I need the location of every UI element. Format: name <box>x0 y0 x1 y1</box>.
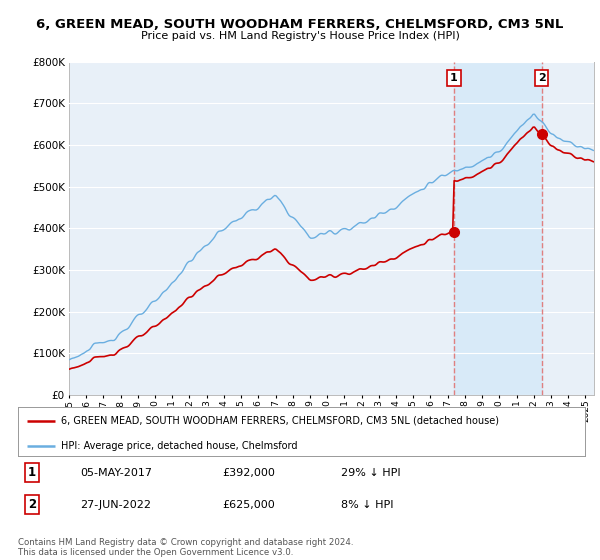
Text: £625,000: £625,000 <box>222 500 275 510</box>
Bar <box>454 62 542 395</box>
Text: 1: 1 <box>450 73 458 83</box>
Text: 8% ↓ HPI: 8% ↓ HPI <box>341 500 394 510</box>
Text: Price paid vs. HM Land Registry's House Price Index (HPI): Price paid vs. HM Land Registry's House … <box>140 31 460 41</box>
Text: 1: 1 <box>28 466 36 479</box>
Text: 6, GREEN MEAD, SOUTH WOODHAM FERRERS, CHELMSFORD, CM3 5NL: 6, GREEN MEAD, SOUTH WOODHAM FERRERS, CH… <box>37 18 563 31</box>
Text: 2: 2 <box>538 73 545 83</box>
Text: 6, GREEN MEAD, SOUTH WOODHAM FERRERS, CHELMSFORD, CM3 5NL (detached house): 6, GREEN MEAD, SOUTH WOODHAM FERRERS, CH… <box>61 416 499 426</box>
Text: 05-MAY-2017: 05-MAY-2017 <box>80 468 152 478</box>
Text: HPI: Average price, detached house, Chelmsford: HPI: Average price, detached house, Chel… <box>61 441 297 451</box>
Text: 2: 2 <box>28 498 36 511</box>
Text: Contains HM Land Registry data © Crown copyright and database right 2024.
This d: Contains HM Land Registry data © Crown c… <box>18 538 353 557</box>
Text: 29% ↓ HPI: 29% ↓ HPI <box>341 468 401 478</box>
Text: 27-JUN-2022: 27-JUN-2022 <box>80 500 151 510</box>
Text: £392,000: £392,000 <box>222 468 275 478</box>
